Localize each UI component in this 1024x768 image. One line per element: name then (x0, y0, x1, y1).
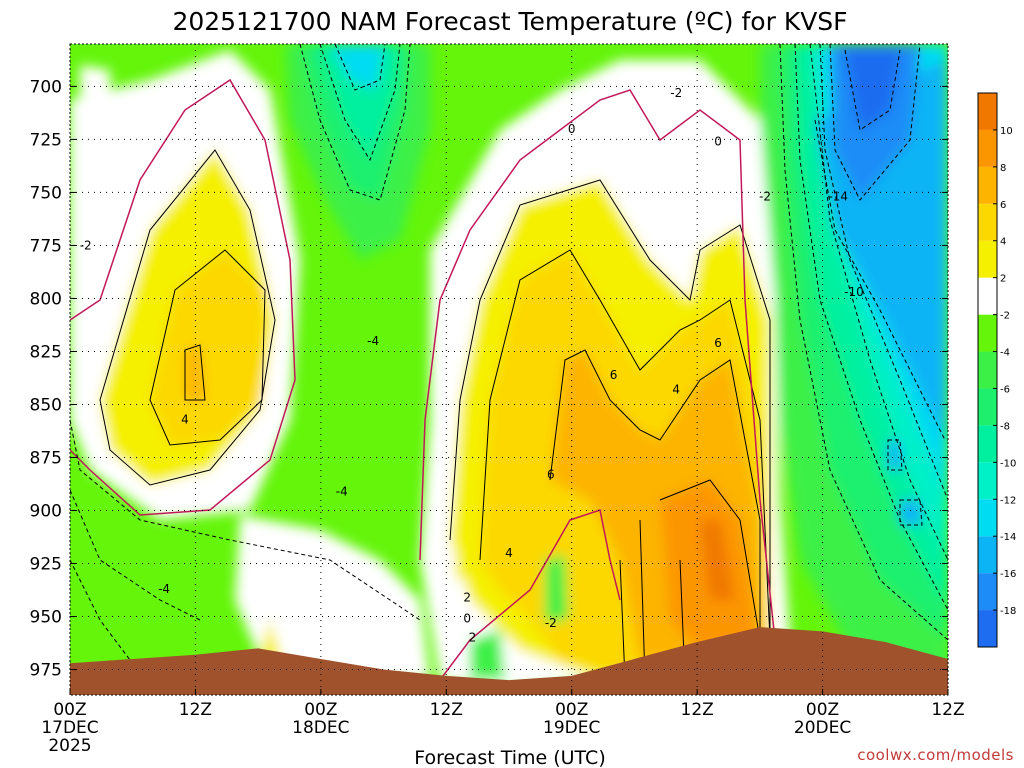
x-tick-date-label: 20DEC (794, 718, 851, 738)
colorbar-tick-label: 6 (1000, 200, 1006, 211)
x-tick-label: 12Z (430, 700, 463, 720)
x-tick-label: 00Z (555, 700, 588, 720)
colorbar-tick-label: -16 (1000, 569, 1016, 580)
contour-label: 6 (547, 467, 555, 481)
y-tick-label: 925 (30, 555, 62, 575)
plot-area: -2 4 -4 -4 -4 2 0 2 4 -2 6 6 4 6 0 -2 0 -2 -14 -10 (70, 44, 948, 695)
colorbar-swatch (978, 129, 997, 167)
x-tick-label: 12Z (179, 700, 212, 720)
colorbar-swatch (978, 240, 997, 278)
y-axis: 700 725 750 775 800 825 850 875 900 925 950 975 (30, 77, 948, 681)
colorbar-swatch (978, 166, 997, 204)
colorbar-swatch (978, 573, 997, 611)
grid-lines (70, 44, 948, 695)
y-tick-label: 825 (30, 342, 62, 362)
y-tick-label: 750 (30, 183, 62, 203)
colorbar-swatch (978, 93, 997, 130)
temperature-field (70, 44, 948, 695)
colorbar-swatch (978, 499, 997, 537)
colorbar-swatch (978, 203, 997, 241)
colorbar-tick-label: 8 (1000, 163, 1006, 174)
contour-label: 6 (714, 336, 722, 350)
colorbar-tick-label: -8 (1000, 421, 1010, 432)
contour-label: 4 (181, 412, 189, 426)
colorbar-swatch (978, 277, 997, 315)
colorbar-swatch (978, 536, 997, 574)
x-tick-date-label: 18DEC (292, 718, 349, 738)
contour-label: 4 (672, 383, 680, 397)
contour-labels: -2 4 -4 -4 -4 2 0 2 4 -2 6 6 4 6 0 -2 0 -2 -14 -10 (80, 86, 864, 645)
colorbar-swatch (978, 351, 997, 389)
contour-label: -10 (844, 285, 864, 299)
contour-label: -2 (670, 86, 682, 100)
x-tick-year-label: 2025 (48, 736, 91, 756)
y-tick-label: 975 (30, 661, 62, 681)
x-tick-label: 00Z (806, 700, 839, 720)
colorbar-tick-label: -18 (1000, 606, 1016, 617)
y-tick-label: 950 (30, 608, 62, 628)
colorbar-swatch (978, 425, 997, 463)
contour-label: -2 (80, 238, 92, 252)
contour-label: 6 (610, 368, 618, 382)
colorbar-swatch (978, 462, 997, 500)
contour-label: 2 (469, 631, 477, 645)
y-tick-label: 725 (30, 130, 62, 150)
colorbar-tick-label: 2 (1000, 274, 1006, 285)
x-tick-date-label: 17DEC (41, 718, 98, 738)
colorbar: -18 -16 -14 -12 -10 -8 -6 -4 -2 2 4 6 8 10 (977, 92, 1016, 648)
contour-label: -14 (828, 190, 848, 204)
colorbar-tick-label: 4 (1000, 237, 1006, 248)
contour-label: -2 (759, 190, 771, 204)
x-tick-label: 00Z (53, 700, 86, 720)
y-tick-label: 900 (30, 502, 62, 522)
contour-label: -2 (545, 616, 557, 630)
x-tick-label: 12Z (681, 700, 714, 720)
contour-label: 0 (568, 122, 576, 136)
y-tick-label: 775 (30, 236, 62, 256)
contour-label: -4 (158, 582, 170, 596)
x-tick-label: 12Z (931, 700, 964, 720)
colorbar-tick-label: -6 (1000, 384, 1010, 395)
colorbar-tick-label: -4 (1000, 348, 1010, 359)
colorbar-tick-label: 10 (1000, 126, 1013, 137)
chart-title: 2025121700 NAM Forecast Temperature (ºC)… (172, 7, 847, 36)
contour-label: 0 (463, 612, 471, 626)
zero-contour-lines (70, 78, 776, 681)
y-tick-label: 700 (30, 77, 62, 97)
colorbar-tick-label: -2 (1000, 311, 1010, 322)
colorbar-tick-label: -14 (1000, 532, 1016, 543)
colorbar-frame (977, 92, 998, 648)
colorbar-tick-label: -10 (1000, 458, 1016, 469)
contour-label: -4 (367, 334, 379, 348)
colorbar-tick-label: -12 (1000, 495, 1016, 506)
x-tick-date-label: 19DEC (543, 718, 600, 738)
y-tick-label: 850 (30, 395, 62, 415)
y-tick-label: 875 (30, 449, 62, 469)
contour-label: 4 (505, 546, 513, 560)
contour-label: -4 (336, 484, 348, 498)
plot-frame (69, 43, 949, 696)
terrain-surface (70, 627, 948, 695)
colorbar-swatch (978, 314, 997, 352)
x-tick-label: 00Z (304, 700, 337, 720)
negative-contour-lines (70, 44, 948, 661)
contour-label: 0 (714, 135, 722, 149)
y-tick-label: 800 (30, 289, 62, 309)
colorbar-swatch (978, 388, 997, 426)
contour-label: 2 (463, 590, 471, 604)
colorbar-swatch (978, 610, 997, 647)
credit-text: coolwx.com/models (857, 746, 1014, 764)
contour-lines (99, 149, 771, 681)
x-axis-label: Forecast Time (UTC) (414, 747, 605, 768)
